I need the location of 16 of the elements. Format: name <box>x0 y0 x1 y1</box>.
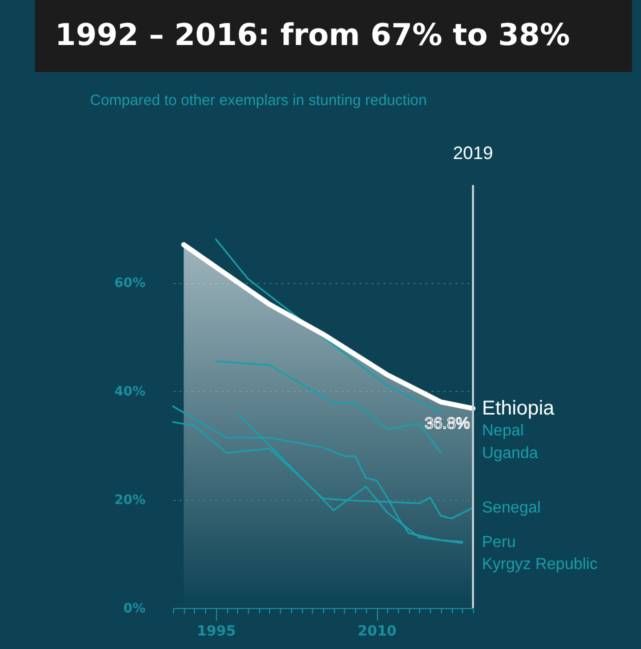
x-tick-label: 2010 <box>358 624 397 640</box>
ref-line-label: 2019 <box>452 143 494 163</box>
y-tick-label: 60% <box>114 276 146 292</box>
text: Uganda <box>482 444 538 462</box>
series-label: Senegal <box>482 500 541 517</box>
series-label: Ethiopia <box>482 397 556 420</box>
y-tick-label: 40% <box>114 384 146 400</box>
x-tick-label: 1995 <box>196 624 236 640</box>
annotation: 36.8% <box>424 415 470 432</box>
series-label: Peru <box>482 534 516 551</box>
chart-subtitle: Compared to other exemplars in stunting reduction <box>90 92 427 109</box>
series-label: Kyrgyz Republic <box>482 556 598 573</box>
text: Nepal <box>482 422 524 440</box>
y-tick-label: 20% <box>114 493 146 508</box>
y-tick-label: 0% <box>123 602 146 616</box>
chart-title: 1992 – 2016: from 67% to 38% <box>35 0 632 72</box>
